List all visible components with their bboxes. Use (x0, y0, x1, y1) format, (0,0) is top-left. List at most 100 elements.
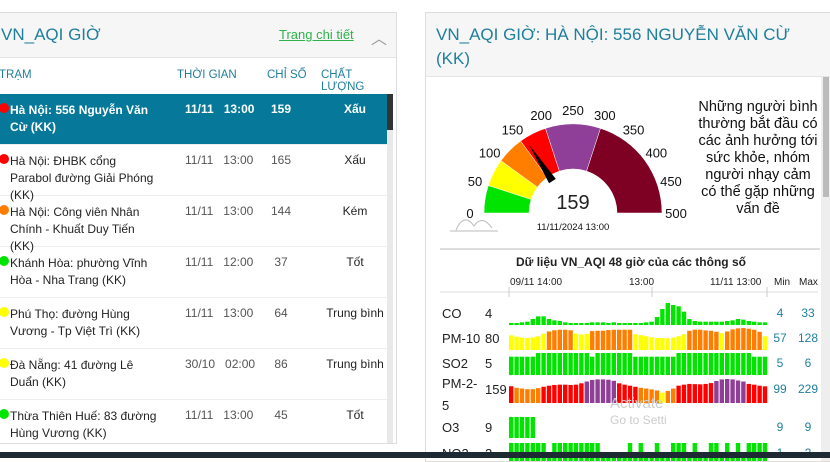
bar-pm-10 (654, 337, 660, 350)
date: 11/11 (185, 153, 214, 167)
station-time: 11/11 13:00 (185, 102, 254, 116)
series-min: 57 (773, 331, 787, 345)
bar-so2 (660, 356, 665, 375)
station-name: Hà Nội: ĐHBK cổng Parabol đường Giải Phó… (10, 154, 154, 202)
series-max: 9 (804, 420, 812, 434)
station-row[interactable]: Khánh Hòa: phường Vĩnh Hòa - Nha Trang (… (0, 247, 387, 298)
station-name: Hà Nội: 556 Nguyễn Văn Cừ (KK) (10, 103, 149, 134)
bar-pm-10 (627, 329, 633, 350)
station-row[interactable]: Hà Nội: Công viên Nhân Chính - Khuất Duy… (0, 196, 387, 253)
station-time: 11/11 13:00 (185, 408, 253, 422)
date: 11/11 (185, 204, 214, 218)
bar-pm-2-5 (563, 384, 568, 403)
bar-co (541, 316, 546, 325)
bar-co (617, 323, 622, 325)
quality-label: Xấu (344, 153, 366, 167)
bar-co (698, 321, 703, 325)
station-time: 11/11 13:00 (185, 153, 253, 167)
series-current: 9 (485, 420, 493, 435)
watermark-line2: Go to Setti (610, 413, 667, 427)
bar-pm-10 (714, 331, 719, 350)
bar-pm-2-5 (698, 384, 703, 403)
bar-so2 (525, 356, 530, 375)
gauge-needle (529, 144, 556, 184)
bar-so2 (654, 356, 660, 375)
bar-pm-2-5 (746, 383, 751, 403)
bar-so2 (509, 356, 514, 375)
bar-so2 (638, 356, 643, 375)
bar-o3 (519, 417, 525, 438)
date: 11/11 (185, 255, 214, 269)
bar-pm-2-5 (573, 384, 579, 403)
bar-so2 (573, 353, 579, 375)
time: 13:00 (223, 306, 254, 320)
aqi-index: 144 (270, 204, 292, 218)
min-header: Min (774, 277, 791, 288)
bar-pm-2-5 (708, 383, 714, 403)
bar-co (741, 319, 746, 325)
bar-co (606, 323, 611, 325)
bar-co (552, 320, 557, 325)
aqi-index: 86 (274, 357, 288, 371)
station-name: Phú Thọ: đường Hùng Vương - Tp Việt Trì … (10, 307, 141, 338)
col-quality: CHẤT LƯỢNG (321, 69, 365, 93)
divider (440, 248, 820, 250)
bar-pm-10 (730, 329, 735, 350)
bar-so2 (676, 353, 681, 375)
bar-co (573, 323, 579, 325)
station-row[interactable]: Đà Nẵng: 41 đường Lê Duẩn (KK) 30/10 02:… (0, 349, 387, 400)
panel-header: VN_AQI GIỜ: HÀ NỘI: 556 NGUYỄN VĂN CỪ (K… (426, 13, 830, 77)
bar-co (681, 311, 687, 325)
bar-pm-10 (633, 334, 638, 350)
chevron-up-icon[interactable]: ︿ (371, 31, 388, 48)
time: 13:00 (223, 153, 254, 167)
series-min: 9 (776, 420, 784, 434)
x-tick-start: 09/11 14:00 (510, 277, 563, 288)
bar-co (568, 323, 573, 325)
bar-co (687, 319, 692, 325)
station-time: 11/11 13:00 (185, 306, 253, 320)
bar-pm-10 (568, 330, 573, 350)
bar-co (546, 319, 552, 325)
series-current: 5 (485, 356, 493, 371)
detail-link[interactable]: Trang chi tiết (279, 27, 354, 42)
bar-pm-10 (692, 329, 697, 350)
bar-pm-10 (638, 335, 643, 350)
bar-co (757, 322, 762, 325)
station-title: VN_AQI GIỜ: HÀ NỘI: 556 NGUYỄN VĂN CỪ (K… (436, 25, 791, 68)
bar-pm-2-5 (633, 386, 638, 403)
aqi-index: 37 (274, 255, 288, 269)
bar-so2 (557, 353, 562, 375)
station-row[interactable]: Thừa Thiên Huế: 83 đường Hùng Vương (KK)… (0, 400, 387, 443)
station-row[interactable]: Hà Nội: 556 Nguyễn Văn Cừ (KK) 11/11 13:… (0, 94, 387, 145)
status-dot (0, 307, 9, 317)
max-header: Max (799, 277, 818, 288)
scrollbar-thumb[interactable] (387, 94, 393, 130)
bar-pm-10 (584, 333, 589, 350)
bar-co (563, 322, 568, 325)
bar-pm-10 (660, 337, 665, 350)
series-name: PM-10 (442, 331, 481, 346)
bar-pm-2-5 (617, 383, 622, 403)
gauge-tick-label: 200 (530, 108, 552, 123)
scrollbar[interactable] (821, 77, 830, 461)
bar-so2 (698, 353, 703, 375)
scrollbar[interactable] (387, 94, 393, 443)
bar-pm-2-5 (546, 385, 552, 403)
station-row[interactable]: Phú Thọ: đường Hùng Vương - Tp Việt Trì … (0, 298, 387, 349)
bar-so2 (633, 356, 638, 375)
bar-so2 (719, 353, 724, 375)
bar-pm-10 (735, 328, 741, 350)
station-row[interactable]: Hà Nội: ĐHBK cổng Parabol đường Giải Phó… (0, 145, 387, 202)
status-dot (0, 205, 9, 215)
bar-pm-10 (665, 338, 670, 350)
bar-so2 (514, 356, 519, 375)
bar-o3 (514, 417, 519, 438)
bar-co (579, 323, 584, 325)
bar-pm-10 (757, 331, 762, 350)
bar-pm-10 (611, 329, 616, 350)
bar-o3 (530, 417, 535, 438)
chart-mode-icon[interactable] (450, 219, 498, 232)
bar-co (622, 323, 627, 325)
scrollbar-thumb[interactable] (823, 77, 829, 197)
